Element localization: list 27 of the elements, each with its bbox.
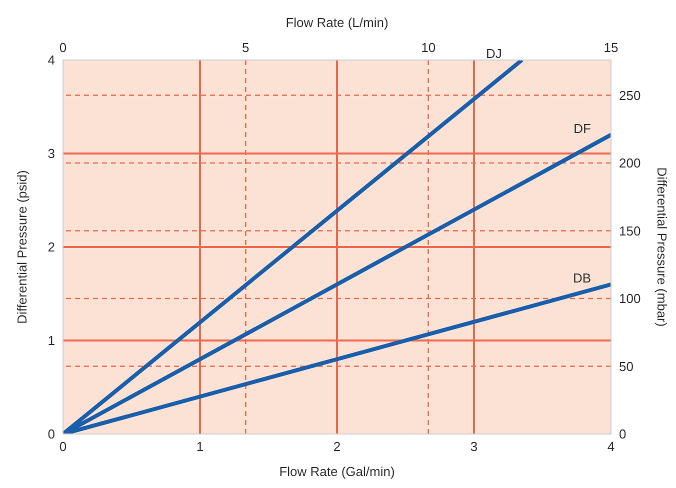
y2-tick-label: 50 (619, 358, 634, 374)
x2-axis-title: Flow Rate (L/min) (286, 15, 388, 30)
x-tick-label: 0 (59, 439, 67, 454)
y2-tick-label: 250 (619, 88, 641, 103)
series-label: DF (574, 120, 592, 136)
x-tick-label: 4 (607, 439, 615, 454)
y2-tick-label: 0 (619, 426, 626, 442)
x-axis-title: Flow Rate (Gal/min) (279, 464, 395, 479)
y-tick-label: 4 (48, 52, 55, 68)
y2-tick-label: 200 (619, 156, 641, 171)
series-label: DJ (486, 46, 502, 61)
series-label: DB (572, 270, 591, 286)
y-axis-title: Differential Pressure (psid) (14, 170, 30, 324)
x2-tick-label: 5 (242, 40, 250, 55)
x-tick-label: 3 (470, 439, 478, 454)
y-tick-label: 1 (48, 333, 55, 348)
y-tick-label: 2 (48, 240, 55, 255)
x2-tick-label: 0 (59, 40, 67, 55)
y2-axis-title: Differential Pressure (mbar) (654, 167, 670, 327)
x2-tick-label: 10 (421, 40, 436, 55)
y2-tick-label: 100 (619, 291, 641, 306)
x-tick-label: 1 (196, 439, 204, 454)
y2-tick-label: 150 (619, 223, 641, 238)
y-tick-label: 0 (48, 426, 55, 442)
x2-tick-label: 15 (604, 40, 618, 55)
x-tick-label: 2 (333, 439, 341, 454)
y-tick-label: 3 (48, 146, 55, 162)
